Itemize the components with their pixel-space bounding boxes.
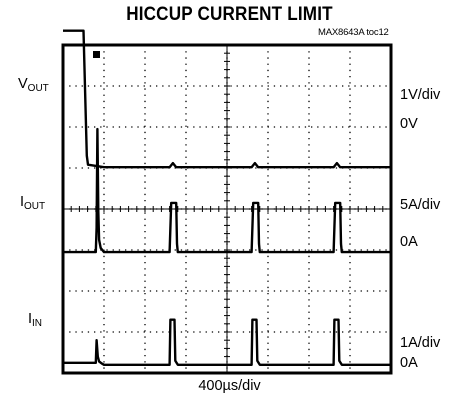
- vout-scale: 1V/div: [400, 87, 441, 103]
- iout-label: IOUT: [20, 194, 45, 212]
- vout-label-sub: OUT: [27, 83, 49, 94]
- vout-trace: [63, 29, 391, 169]
- iin-label-sub: IN: [32, 318, 43, 329]
- vout-label-main: V: [18, 76, 28, 92]
- iout-zero: 0A: [400, 234, 418, 250]
- iout-label-sub: OUT: [24, 201, 46, 212]
- vout-zero: 0V: [400, 116, 418, 132]
- x-axis-label: 400µs/div: [198, 378, 261, 394]
- iin-trace: [63, 318, 391, 366]
- iout-label-main: I: [20, 194, 25, 210]
- chart-title: HICCUP CURRENT LIMIT: [126, 4, 333, 25]
- plot-frame: [61, 43, 393, 375]
- iin-label: IIN: [28, 311, 42, 329]
- iout-scale: 5A/div: [400, 197, 441, 213]
- vout-label: VOUT: [18, 76, 49, 94]
- iin-scale: 1A/div: [400, 335, 441, 351]
- iin-label-main: I: [28, 311, 33, 327]
- figure-tag: MAX8643A toc12: [318, 27, 389, 38]
- iout-trace: [63, 127, 391, 254]
- trigger-marker: [93, 51, 100, 58]
- iin-zero: 0A: [400, 355, 418, 371]
